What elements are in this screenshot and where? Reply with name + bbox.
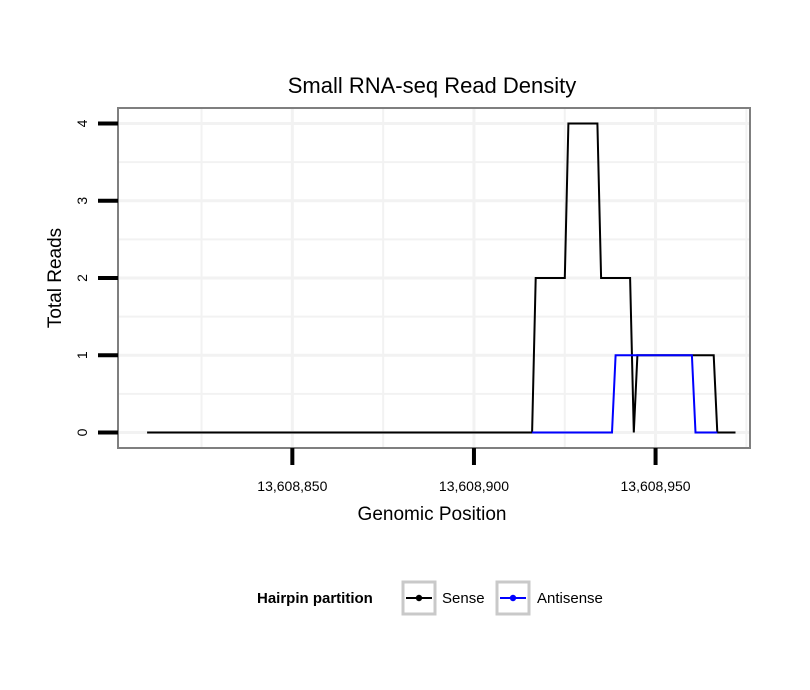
grid-layer: [118, 108, 750, 448]
x-tick-label: 13,608,900: [439, 478, 509, 494]
y-axis-label: Total Reads: [45, 228, 66, 328]
series-line-sense: [147, 122, 736, 434]
y-tick-label: 3: [74, 197, 90, 205]
legend-title: Hairpin partition: [257, 590, 373, 607]
y-tick-label: 4: [74, 119, 90, 127]
y-tick-label: 0: [74, 428, 90, 436]
series-line-antisense: [532, 354, 718, 434]
y-tick-label: 1: [74, 351, 90, 359]
x-tick-label: 13,608,850: [257, 478, 327, 494]
legend-key-sense: [401, 580, 437, 616]
chart-title: Small RNA-seq Read Density: [288, 73, 577, 98]
y-tick-label: 2: [74, 274, 90, 282]
legend-label-sense: Sense: [442, 590, 485, 607]
legend: Hairpin partition Sense Antisense: [257, 580, 603, 616]
x-tick-label: 13,608,950: [621, 478, 691, 494]
legend-point-sense: [415, 594, 423, 602]
axis-layer: 13,608,850 13,608,900 13,608,950 0 1 2 3 4: [74, 119, 691, 494]
legend-key-antisense: [495, 580, 531, 616]
x-axis-label: Genomic Position: [358, 504, 507, 525]
series-layer: [147, 122, 736, 434]
legend-label-antisense: Antisense: [537, 590, 603, 607]
legend-point-antisense: [509, 594, 517, 602]
